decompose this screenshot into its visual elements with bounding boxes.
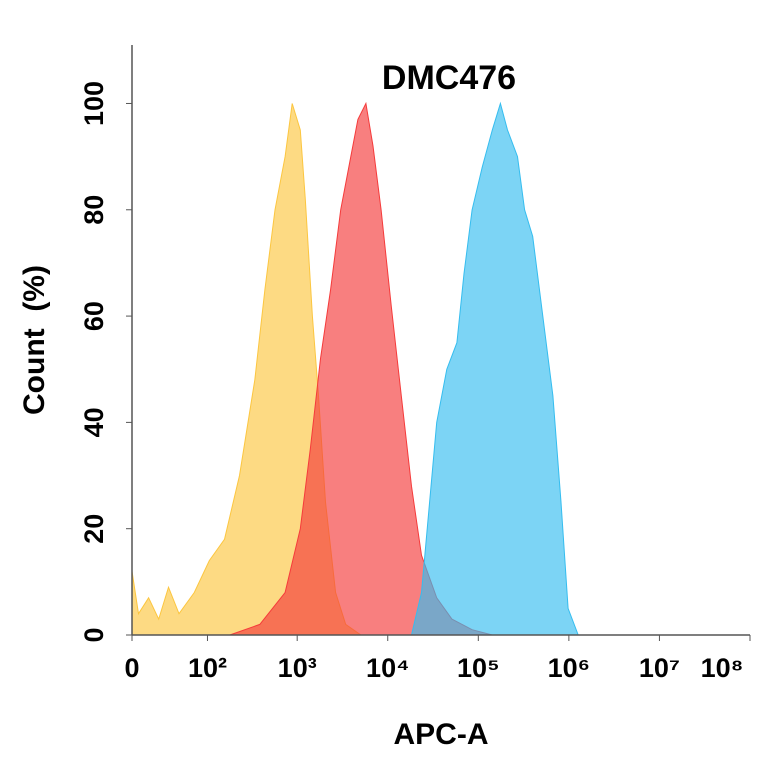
histogram-area: [410, 101, 579, 636]
x-tick-label: 0: [124, 653, 139, 683]
y-tick-label: 60: [79, 301, 109, 331]
x-tick-label: 10²: [188, 653, 227, 683]
x-tick-label: 10⁷: [639, 653, 680, 683]
x-tick-label: 10⁵: [457, 653, 500, 683]
y-tick-label: 80: [79, 195, 109, 225]
y-tick-label: 0: [79, 627, 109, 642]
y-axis-label: Count (%): [18, 265, 51, 415]
chart-title: DMC476: [382, 59, 516, 97]
x-tick-label: 10⁴: [366, 653, 409, 683]
y-tick-label: 100: [79, 81, 109, 126]
x-tick-label: 10³: [278, 653, 317, 683]
y-tick-label: 20: [79, 514, 109, 544]
y-tick-label: 40: [79, 407, 109, 437]
x-tick-label: 10⁸: [701, 653, 744, 683]
x-tick-label: 10⁶: [548, 653, 590, 683]
x-axis-label: APC-A: [394, 718, 489, 751]
